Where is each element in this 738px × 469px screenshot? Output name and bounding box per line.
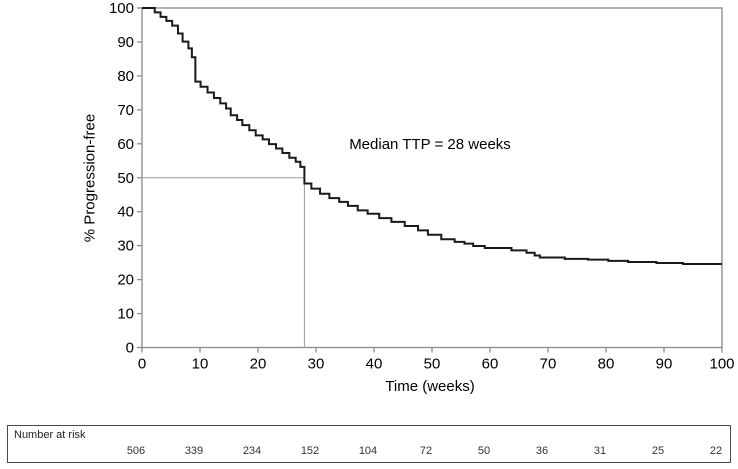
km-curve	[142, 7, 722, 265]
at-risk-count: 36	[535, 445, 549, 457]
y-axis-tick-label: 40	[117, 204, 134, 221]
y-axis-tick-label: 70	[117, 102, 134, 119]
x-axis-tick-label: 60	[482, 356, 499, 373]
y-axis-title: % Progression-free	[81, 113, 99, 243]
at-risk-count: 25	[651, 445, 665, 457]
median-ttp-annotation: Median TTP = 28 weeks	[349, 136, 511, 153]
number-at-risk-table: Number at risk 506 339 234 152 104 72 50 36 31 25…	[7, 425, 731, 463]
at-risk-count: 72	[419, 445, 433, 457]
x-axis-tick-label: 50	[424, 356, 441, 373]
x-axis-tick-label: 90	[656, 356, 673, 373]
km-plot-svg: 0 10 20 30 40 50 60 70 80 90 100 0 10 20 30 40 50 60 70 80 9…	[109, 0, 735, 373]
y-axis-tick-label: 10	[117, 306, 134, 323]
y-axis-tick-label: 50	[117, 170, 134, 187]
at-risk-count: 234	[242, 445, 262, 457]
x-axis-tick-label: 30	[308, 356, 325, 373]
at-risk-count: 152	[300, 445, 320, 457]
y-axis-tick-label: 0	[126, 340, 134, 357]
y-axis-tick-label: 90	[117, 34, 134, 51]
x-axis-tick-label: 0	[138, 356, 146, 373]
y-axis-tick-label: 20	[117, 272, 134, 289]
x-axis-tick-label: 80	[598, 356, 615, 373]
y-axis-tick-label: 30	[117, 238, 134, 255]
x-axis-tick-label: 40	[366, 356, 383, 373]
at-risk-count: 31	[593, 445, 607, 457]
x-axis-tick-label: 10	[192, 356, 209, 373]
y-axis-tick-label: 80	[117, 68, 134, 85]
y-axis-tick-label: 100	[109, 0, 134, 17]
x-axis-tick-label: 100	[709, 356, 734, 373]
y-axis-tick-label: 60	[117, 136, 134, 153]
x-axis-tick-label: 20	[250, 356, 267, 373]
at-risk-count: 339	[184, 445, 204, 457]
at-risk-count: 104	[358, 445, 378, 457]
x-axis-tick-label: 70	[540, 356, 557, 373]
at-risk-count: 50	[477, 445, 491, 457]
at-risk-count: 506	[126, 445, 146, 457]
at-risk-count: 22	[709, 445, 723, 457]
x-axis-title: Time (weeks)	[385, 378, 475, 395]
number-at-risk-label: Number at risk	[14, 429, 86, 441]
